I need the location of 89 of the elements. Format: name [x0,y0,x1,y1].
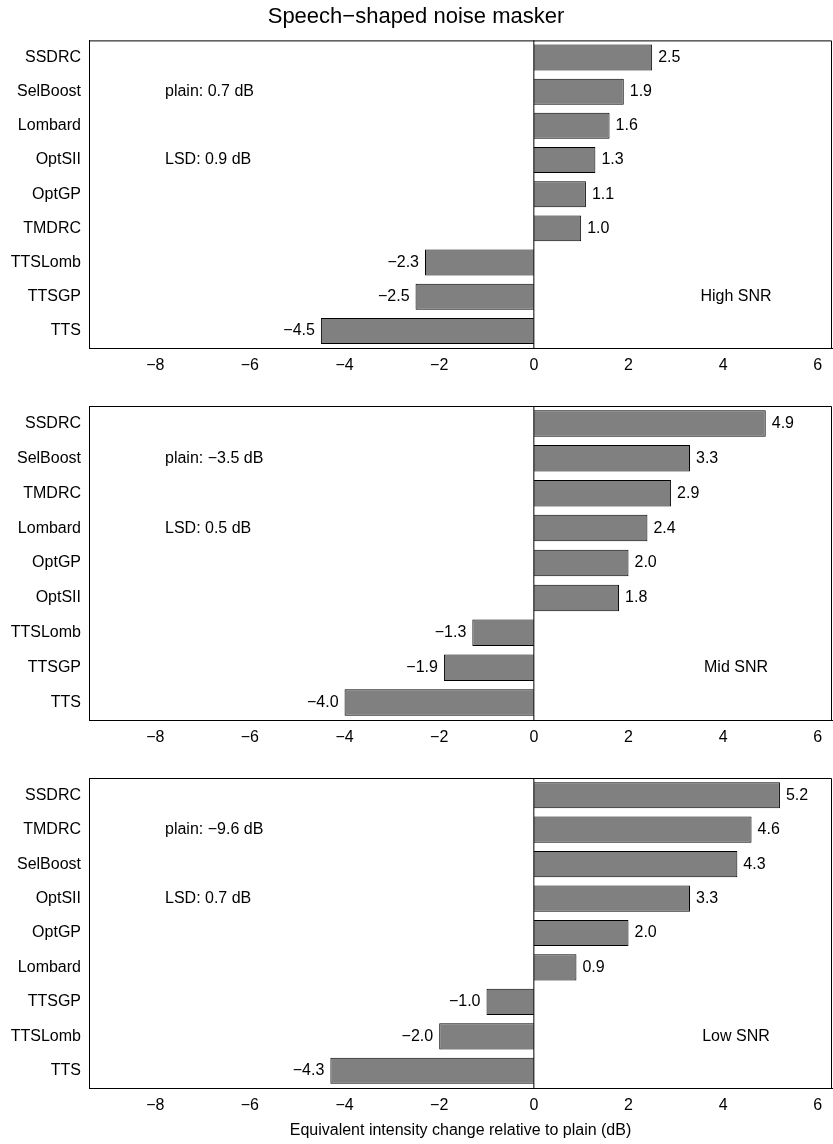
x-tick-label: 2 [624,356,634,374]
y-tick-label: TTSLomb [10,252,82,270]
y-tick-label: SSDRC [24,785,81,803]
data-label: 4.9 [771,413,795,431]
y-tick-label: SelBoost [16,854,82,872]
data-label: −2.5 [377,287,410,305]
x-tick-label: 0 [529,728,539,746]
x-tick-label: −6 [240,356,260,374]
x-tick-label: −8 [146,356,165,374]
y-tick-label: Lombard [17,957,81,975]
data-label: 1.8 [625,588,648,606]
x-tick-label: −8 [146,728,165,746]
data-label: 1.9 [629,82,653,100]
x-tick-label: −4 [335,1096,354,1114]
data-label: −2.3 [387,252,420,270]
data-label: 4.6 [757,820,780,838]
x-tick-label: −2 [430,728,449,746]
annotation: LSD: 0.5 dB [165,518,252,536]
y-tick-label: SelBoost [16,82,82,100]
y-tick-label: OptGP [32,553,81,571]
x-tick-label: 6 [813,356,823,374]
x-tick-label: −4 [335,356,354,374]
y-tick-label: TTS [50,1061,81,1079]
data-label: 5.2 [785,785,809,803]
data-label: 4.3 [743,854,766,872]
data-label: 1.1 [591,184,615,202]
y-tick-label: TTSGP [27,287,81,305]
annotation: plain: −3.5 dB [165,448,264,466]
data-label: 2.4 [653,518,676,536]
data-label: 3.3 [696,888,719,906]
data-label: 0.9 [582,957,605,975]
y-tick-label: TMDRC [23,820,81,838]
y-tick-label: OptGP [32,184,81,202]
data-label: 1.3 [601,150,624,168]
x-tick-label: −6 [240,1096,260,1114]
data-label: −4.3 [292,1061,325,1079]
y-tick-label: Lombard [17,518,81,536]
data-label: −2.0 [401,1026,434,1044]
y-tick-label: SSDRC [24,413,81,431]
y-tick-label: SSDRC [24,47,81,65]
annotation: plain: −9.6 dB [165,820,264,838]
chart-title: Speech−shaped noise masker [267,3,565,29]
data-label: −1.0 [448,992,481,1010]
y-tick-label: TMDRC [23,483,81,501]
annotation: High SNR [700,287,772,305]
y-tick-label: TTS [50,692,81,710]
x-tick-label: −4 [335,728,354,746]
x-tick-label: 4 [718,356,728,374]
y-tick-label: OptSII [35,888,81,906]
y-tick-label: OptSII [35,150,81,168]
x-tick-label: 4 [718,728,728,746]
x-tick-label: −2 [430,356,449,374]
y-tick-label: OptGP [32,923,81,941]
x-tick-label: −6 [240,728,260,746]
x-tick-label: 0 [529,1096,539,1114]
x-tick-label: 2 [624,1096,634,1114]
y-tick-label: TTSLomb [10,1026,82,1044]
x-tick-label: −2 [430,1096,449,1114]
data-label: 1.6 [615,116,638,134]
annotation: plain: 0.7 dB [165,82,254,100]
x-tick-label: −8 [146,1096,165,1114]
data-label: −4.0 [306,692,339,710]
annotation: Mid SNR [703,658,769,676]
y-tick-label: Lombard [17,116,81,134]
data-label: 2.5 [658,47,681,65]
x-tick-label: 4 [718,1096,728,1114]
y-tick-label: TTSGP [27,992,81,1010]
data-label: 2.9 [677,483,700,501]
data-label: 2.0 [634,923,657,941]
annotation: LSD: 0.9 dB [165,150,252,168]
x-tick-label: 0 [529,356,539,374]
y-tick-label: TTSGP [27,658,81,676]
data-label: −1.9 [406,658,439,676]
x-tick-label: 6 [813,1096,823,1114]
data-label: 2.0 [634,553,657,571]
x-tick-label: 6 [813,728,823,746]
data-label: 3.3 [696,448,719,466]
y-tick-label: TTSLomb [10,623,82,641]
data-label: 1.0 [587,218,610,236]
x-axis-title: Equivalent intensity change relative to plain (dB) [289,1120,632,1138]
data-label: −1.3 [434,623,467,641]
y-tick-label: TTS [50,321,81,339]
y-tick-label: OptSII [35,588,81,606]
annotation: LSD: 0.7 dB [165,888,252,906]
y-tick-label: SelBoost [16,448,82,466]
y-tick-label: TMDRC [23,218,81,236]
data-label: −4.5 [283,321,315,339]
x-tick-label: 2 [624,728,634,746]
annotation: Low SNR [702,1026,770,1044]
